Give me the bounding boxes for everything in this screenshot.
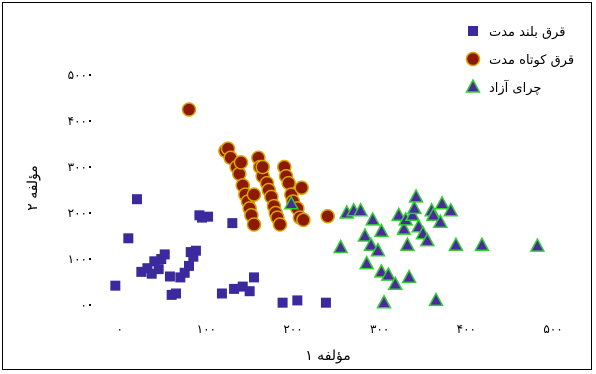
y-tick-mark (89, 120, 91, 122)
y-tick-mark (89, 304, 91, 306)
data-point (474, 236, 490, 251)
data-point (233, 155, 249, 170)
data-point (432, 213, 449, 228)
data-point (376, 294, 392, 309)
data-point (237, 281, 248, 292)
chart-frame: ۰ ۱۰۰ ۲۰۰ ۳۰۰ ۴۰۰ ۵۰۰ ۰ ۱۰۰ ۲۰۰ ۳۰۰ ۴۰۰ ۵۰۰ قرق بلن… (2, 2, 592, 370)
data-point (529, 237, 546, 252)
data-point (352, 202, 369, 217)
series-circle (181, 102, 335, 232)
data-point (292, 295, 303, 306)
legend-marker-circle (465, 51, 481, 67)
data-point (153, 264, 164, 275)
y-tick-label: ۳۰۰ (68, 160, 87, 174)
data-point (399, 236, 416, 251)
data-point (227, 218, 238, 229)
y-axis-label: مؤلفه ۲ (25, 165, 41, 211)
data-point (123, 233, 134, 244)
y-tick-label: ۲۰۰ (68, 206, 87, 220)
data-point (255, 159, 270, 175)
series-square (110, 194, 331, 308)
x-tick-label: ۲۰۰ (283, 322, 302, 336)
data-point (136, 266, 147, 277)
data-point (387, 275, 404, 291)
legend-marker-triangle (465, 78, 481, 93)
data-point (229, 283, 240, 294)
data-point (203, 211, 214, 222)
legend-label-triangle: چرای آزاد (489, 79, 541, 96)
legend-label-square: قرق بلند مدت (489, 25, 565, 40)
data-point (401, 268, 417, 284)
legend-marker-square (468, 26, 478, 36)
data-point (332, 238, 349, 254)
scatter-chart: ۰ ۱۰۰ ۲۰۰ ۳۰۰ ۴۰۰ ۵۰۰ ۰ ۱۰۰ ۲۰۰ ۳۰۰ ۴۰۰ ۵۰۰ قرق بلن… (25, 25, 574, 364)
axes: ۰ ۱۰۰ ۲۰۰ ۳۰۰ ۴۰۰ ۵۰۰ ۰ ۱۰۰ ۲۰۰ ۳۰۰ ۴۰۰ ۵۰۰ (68, 68, 563, 336)
data-point (171, 288, 181, 299)
data-point (408, 188, 424, 203)
y-tick-label: ۱۰۰ (68, 252, 87, 266)
data-point (142, 263, 153, 274)
y-tick-label: ۴۰۰ (68, 114, 87, 128)
data-point (110, 280, 121, 291)
y-tick-mark (89, 212, 91, 214)
data-point (197, 212, 207, 223)
x-tick-label: ۱۰۰ (197, 322, 216, 336)
x-axis-label: مؤلفه ۱ (305, 348, 351, 364)
data-point (244, 286, 255, 297)
data-point (380, 266, 397, 281)
data-point (132, 194, 142, 205)
data-point (358, 255, 375, 270)
y-tick-label: ۵۰۰ (68, 68, 87, 82)
data-point (357, 227, 373, 242)
data-point (190, 245, 201, 256)
data-point (364, 211, 381, 226)
x-tick-label: ۵۰۰ (543, 322, 562, 336)
data-point (179, 267, 190, 278)
data-point (363, 236, 379, 251)
data-point (216, 288, 227, 299)
data-point (425, 206, 442, 222)
data-point (419, 232, 436, 247)
x-tick-label: ۳۰۰ (370, 322, 389, 336)
data-point (442, 202, 459, 217)
data-point (283, 195, 300, 210)
data-point (373, 222, 390, 238)
data-point (320, 208, 335, 224)
data-point (277, 297, 288, 308)
data-point (159, 249, 170, 260)
data-point (406, 199, 423, 215)
data-point (320, 297, 331, 308)
data-point (396, 220, 412, 235)
data-point (164, 271, 175, 282)
legend-label-circle: قرق کوتاه مدت (489, 53, 574, 68)
data-point (434, 195, 450, 210)
data-point (296, 212, 311, 228)
data-point (188, 251, 199, 262)
data-point (246, 217, 262, 232)
data-point (246, 187, 262, 202)
data-point (249, 272, 259, 283)
data-point (448, 236, 464, 251)
data-point (184, 260, 194, 271)
data-point (428, 291, 444, 307)
data-point (390, 206, 407, 222)
data-point (146, 268, 157, 279)
y-tick-label: ۰ (81, 298, 87, 312)
data-point (181, 102, 197, 117)
x-tick-label: ۴۰۰ (457, 322, 476, 336)
series-triangle (283, 188, 546, 309)
y-tick-mark (89, 166, 91, 168)
data-point (149, 256, 160, 267)
y-tick-mark (89, 258, 91, 260)
data-point (294, 180, 309, 195)
data-point (404, 206, 421, 222)
plot-area (110, 102, 546, 309)
data-point (370, 242, 386, 257)
legend: قرق بلند مدت قرق کوتاه مدت چرای آزاد (465, 25, 574, 96)
data-point (272, 217, 288, 232)
x-tick-label: ۰ (116, 322, 122, 336)
y-tick-mark (89, 74, 91, 76)
